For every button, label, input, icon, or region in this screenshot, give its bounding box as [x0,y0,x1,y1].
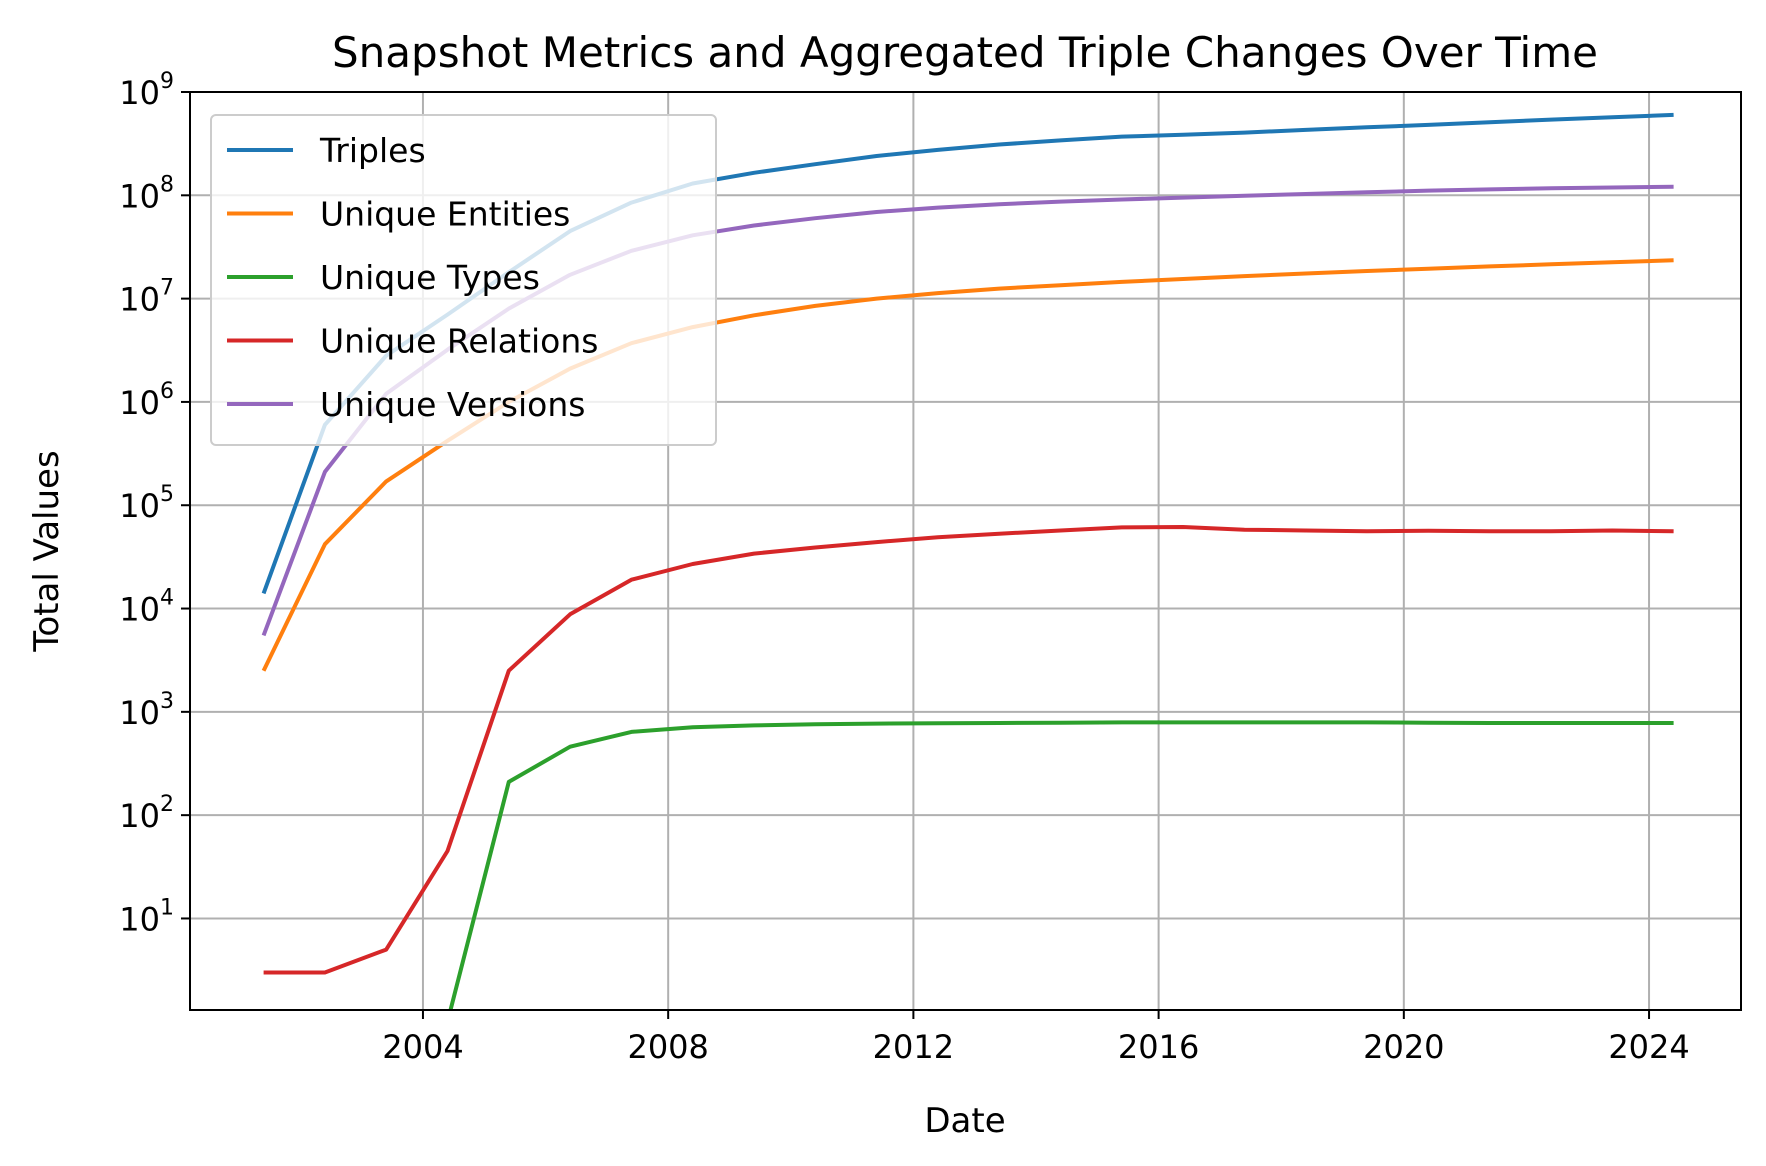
y-tick-label: 105 [119,482,174,525]
y-tick-label: 107 [119,276,174,319]
plot-frame [189,91,1742,1011]
y-axis-label: Total Values [27,450,67,652]
y-tick-exponent: 9 [160,69,174,94]
x-axis: 2004 2008 2012 2016 2020 2024 [382,1010,1690,1066]
y-tick-base: 10 [119,591,160,629]
x-tick-label: 2016 [1118,1028,1199,1066]
y-tick-label: 108 [119,172,174,215]
y-tick-exponent: 7 [160,276,174,301]
y-tick-base: 10 [119,797,160,835]
y-tick-label: 103 [119,689,174,732]
legend-label-unique-versions: Unique Versions [320,385,585,424]
y-tick-base: 10 [119,281,160,319]
x-tick-label: 2012 [873,1028,954,1066]
legend-box [210,114,717,446]
legend-label-unique-entities: Unique Entities [320,195,570,234]
y-tick-label: 102 [119,792,174,835]
y-tick-exponent: 1 [160,895,174,920]
y-tick-exponent: 2 [160,792,174,817]
y-tick-base: 10 [119,487,160,525]
y-tick-base: 10 [119,384,160,422]
y-tick-exponent: 6 [160,379,174,404]
legend-label-unique-types: Unique Types [320,258,540,297]
y-tick-base: 10 [119,900,160,938]
x-tick-label: 2004 [382,1028,463,1066]
series-line-unique-relations [263,525,1674,975]
y-tick-exponent: 5 [160,482,174,507]
chart-title: Snapshot Metrics and Aggregated Triple C… [332,28,1598,77]
y-tick-label: 106 [119,379,174,422]
y-tick-label: 109 [119,69,174,112]
y-tick-exponent: 8 [160,172,174,197]
legend-label-triples: Triples [319,131,426,170]
y-tick-label: 104 [119,586,174,629]
x-tick-label: 2020 [1363,1028,1444,1066]
y-tick-base: 10 [119,177,160,215]
x-tick-label: 2008 [627,1028,708,1066]
series-line-unique-types [448,720,1674,1010]
y-tick-exponent: 3 [160,689,174,714]
y-tick-exponent: 4 [160,586,174,611]
legend-label-unique-relations: Unique Relations [320,322,598,361]
legend: Triples Unique Entities Unique Types Unique… [210,114,717,446]
x-tick-label: 2024 [1608,1028,1689,1066]
x-axis-label: Date [924,1101,1005,1141]
y-tick-label: 101 [119,895,174,938]
y-tick-base: 10 [119,74,160,112]
y-tick-base: 10 [119,694,160,732]
